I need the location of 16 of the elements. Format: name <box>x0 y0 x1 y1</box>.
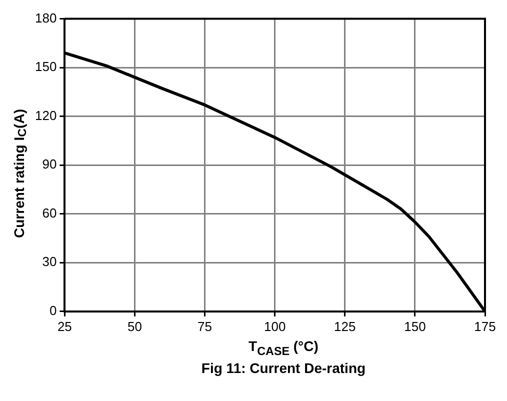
x-tick-label: 100 <box>264 318 286 334</box>
x-tick-label: 175 <box>474 318 496 334</box>
text: Fig 11: Current De-rating <box>200 360 367 376</box>
x-tick-label: 50 <box>128 318 142 334</box>
x-tick-label: 150 <box>404 318 426 334</box>
x-tick-label: 125 <box>334 318 356 334</box>
y-tick-label: 180 <box>34 10 57 26</box>
x-axis-title: T$_{CASE}$ (°C) <box>248 338 320 360</box>
x-tick-label: 25 <box>57 318 72 334</box>
y-tick-label: 90 <box>42 156 57 172</box>
y-tick-label: 120 <box>34 108 57 123</box>
y-tick-label: 0 <box>49 302 57 318</box>
x-tick-label: 75 <box>198 318 212 334</box>
y-tick-label: 150 <box>34 59 57 74</box>
y-tick-label: 30 <box>42 254 57 270</box>
y-tick-label: 60 <box>42 205 57 220</box>
